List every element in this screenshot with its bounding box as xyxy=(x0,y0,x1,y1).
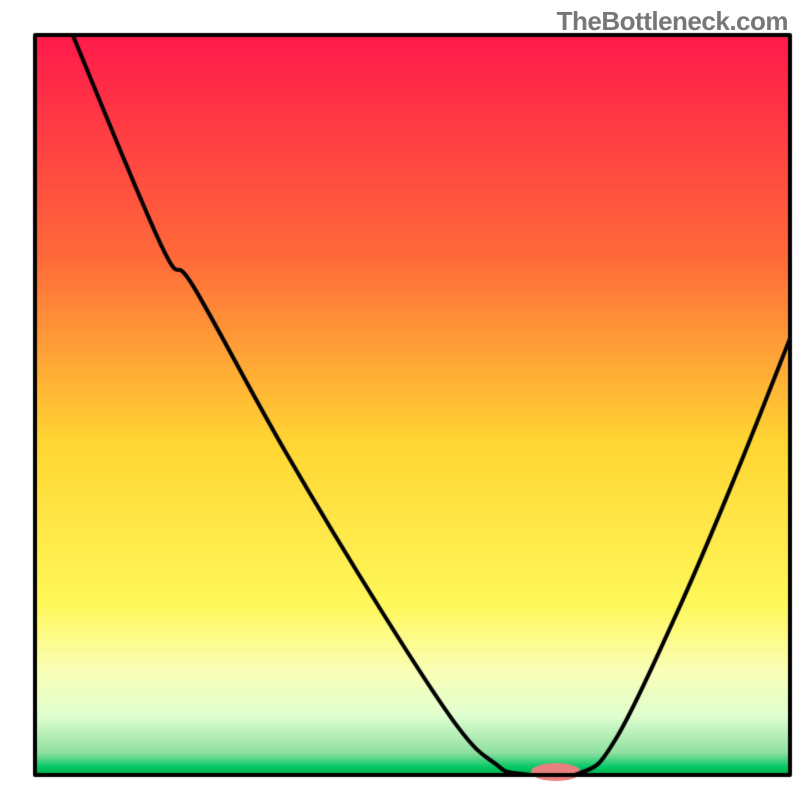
chart-container: TheBottleneck.com xyxy=(0,0,800,800)
bottleneck-curve-chart xyxy=(0,0,800,800)
watermark-text: TheBottleneck.com xyxy=(557,6,788,37)
